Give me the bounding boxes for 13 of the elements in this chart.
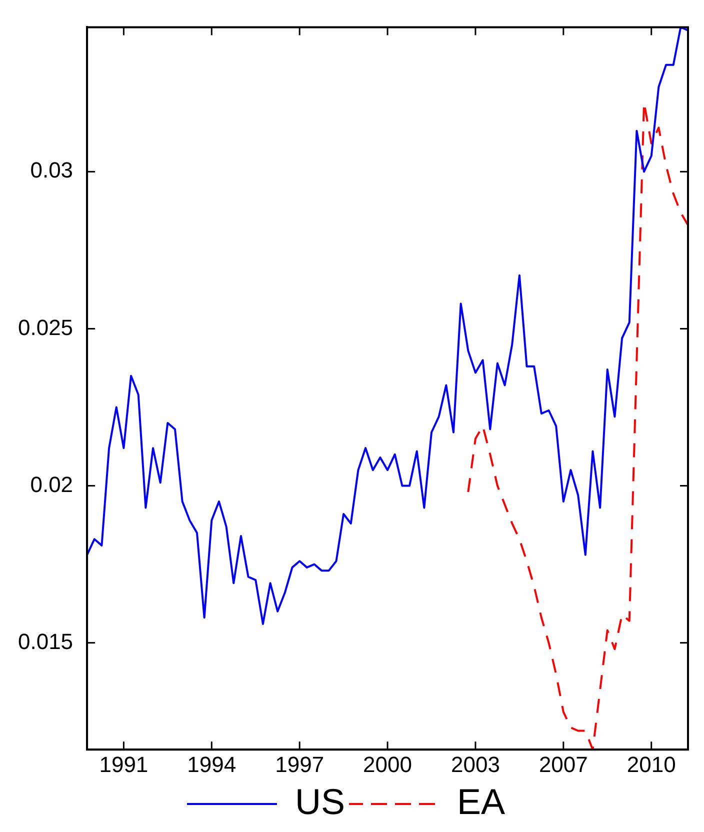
x-tick-label: 1997: [275, 752, 324, 777]
y-tick-label: 0.03: [30, 158, 74, 183]
y-tick-label: 0.025: [18, 314, 74, 340]
y-tick-label: 0.015: [18, 628, 74, 654]
legend-label: EA: [456, 780, 506, 822]
x-tick-label: 2007: [538, 752, 588, 777]
x-tick-label: 2010: [626, 752, 676, 777]
x-tick-label: 2003: [450, 752, 500, 777]
legend-label: US: [294, 780, 345, 822]
y-tick-label: 0.02: [30, 472, 74, 497]
x-tick-label: 1991: [99, 752, 148, 777]
x-tick-label: 2000: [363, 752, 412, 777]
x-tick-label: 1994: [187, 752, 236, 777]
